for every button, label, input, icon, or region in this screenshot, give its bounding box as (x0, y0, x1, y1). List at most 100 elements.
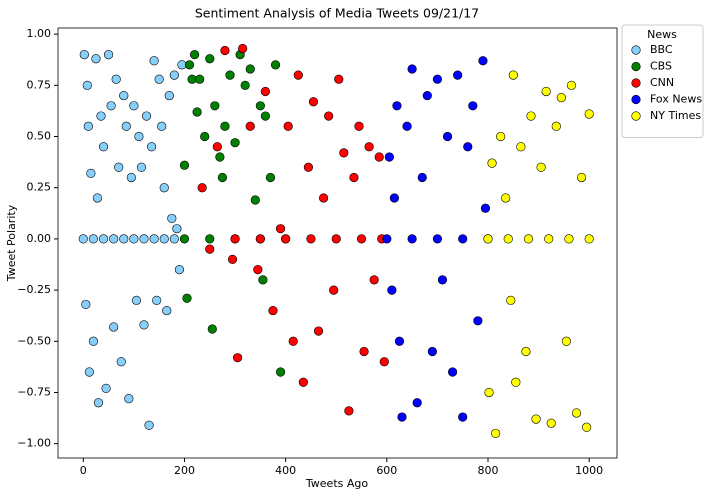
point (487, 158, 497, 168)
chart-title: Sentiment Analysis of Media Tweets 09/21… (195, 6, 479, 21)
point (354, 121, 364, 131)
legend-marker (631, 78, 641, 88)
legend-label: BBC (650, 43, 673, 56)
legend-marker (631, 61, 641, 72)
point (260, 86, 271, 97)
point (101, 383, 111, 393)
point (215, 152, 225, 162)
point (511, 377, 521, 387)
point (427, 346, 437, 357)
point (197, 183, 207, 193)
point (359, 346, 369, 357)
point (159, 234, 169, 244)
point (394, 336, 405, 346)
point (98, 142, 109, 152)
point (200, 131, 210, 142)
point (564, 234, 574, 244)
point (275, 224, 286, 234)
point (162, 305, 172, 316)
x-tick-label: 1000 (575, 464, 603, 477)
point (157, 121, 167, 131)
point (329, 285, 339, 295)
y-axis-label: Tweet Polarity (5, 204, 18, 282)
point (84, 367, 94, 377)
point (331, 234, 341, 244)
point (458, 412, 468, 422)
point (81, 299, 91, 310)
y-tick-label: 0.50 (27, 130, 52, 143)
point (582, 422, 592, 432)
point (86, 168, 96, 178)
point (146, 142, 157, 152)
point (255, 234, 265, 244)
point (139, 320, 149, 330)
point (536, 162, 546, 172)
point (109, 322, 119, 332)
point (152, 295, 162, 305)
point (392, 101, 402, 111)
point (232, 353, 243, 363)
point (556, 93, 566, 103)
point (78, 234, 88, 244)
point (516, 142, 526, 152)
point (93, 398, 104, 408)
point (88, 234, 99, 244)
point (220, 121, 230, 131)
x-tick-label: 600 (376, 464, 397, 477)
point (369, 275, 379, 285)
point (349, 172, 359, 183)
x-tick-label: 0 (80, 464, 87, 477)
point (240, 80, 250, 90)
point (303, 162, 314, 172)
point (179, 234, 190, 244)
point (230, 234, 240, 244)
point (144, 420, 154, 430)
point (561, 336, 572, 346)
point (576, 172, 587, 183)
point (169, 234, 179, 244)
legend-marker (631, 94, 641, 105)
point (293, 70, 303, 80)
point (91, 54, 101, 64)
point (265, 172, 276, 183)
point (268, 305, 278, 316)
point (473, 316, 483, 326)
point (463, 142, 473, 152)
point (92, 193, 103, 203)
point (551, 121, 561, 131)
point (116, 357, 126, 367)
point (192, 107, 202, 117)
point (496, 131, 506, 142)
y-tick-label: 0.25 (27, 181, 52, 194)
point (432, 74, 443, 84)
point (432, 234, 443, 244)
point (501, 193, 511, 203)
point (253, 265, 263, 275)
legend-marker (631, 45, 641, 55)
legend-title: News (647, 28, 677, 41)
point (205, 234, 215, 244)
point (149, 234, 159, 244)
point (374, 152, 384, 162)
point (136, 162, 147, 172)
y-tick-label: −0.25 (17, 283, 51, 296)
point (129, 234, 139, 244)
point (189, 50, 200, 60)
point (131, 295, 142, 305)
point (503, 234, 513, 244)
point (397, 412, 407, 422)
point (484, 387, 494, 398)
point (407, 64, 417, 74)
point (205, 54, 215, 64)
point (544, 234, 554, 244)
point (255, 101, 265, 111)
point (379, 357, 389, 367)
y-tick-label: 1.00 (27, 27, 52, 40)
point (88, 336, 99, 346)
point (407, 234, 417, 244)
point (149, 56, 159, 66)
point (179, 160, 190, 170)
y-tick-label: −0.50 (17, 334, 51, 347)
point (531, 414, 541, 424)
